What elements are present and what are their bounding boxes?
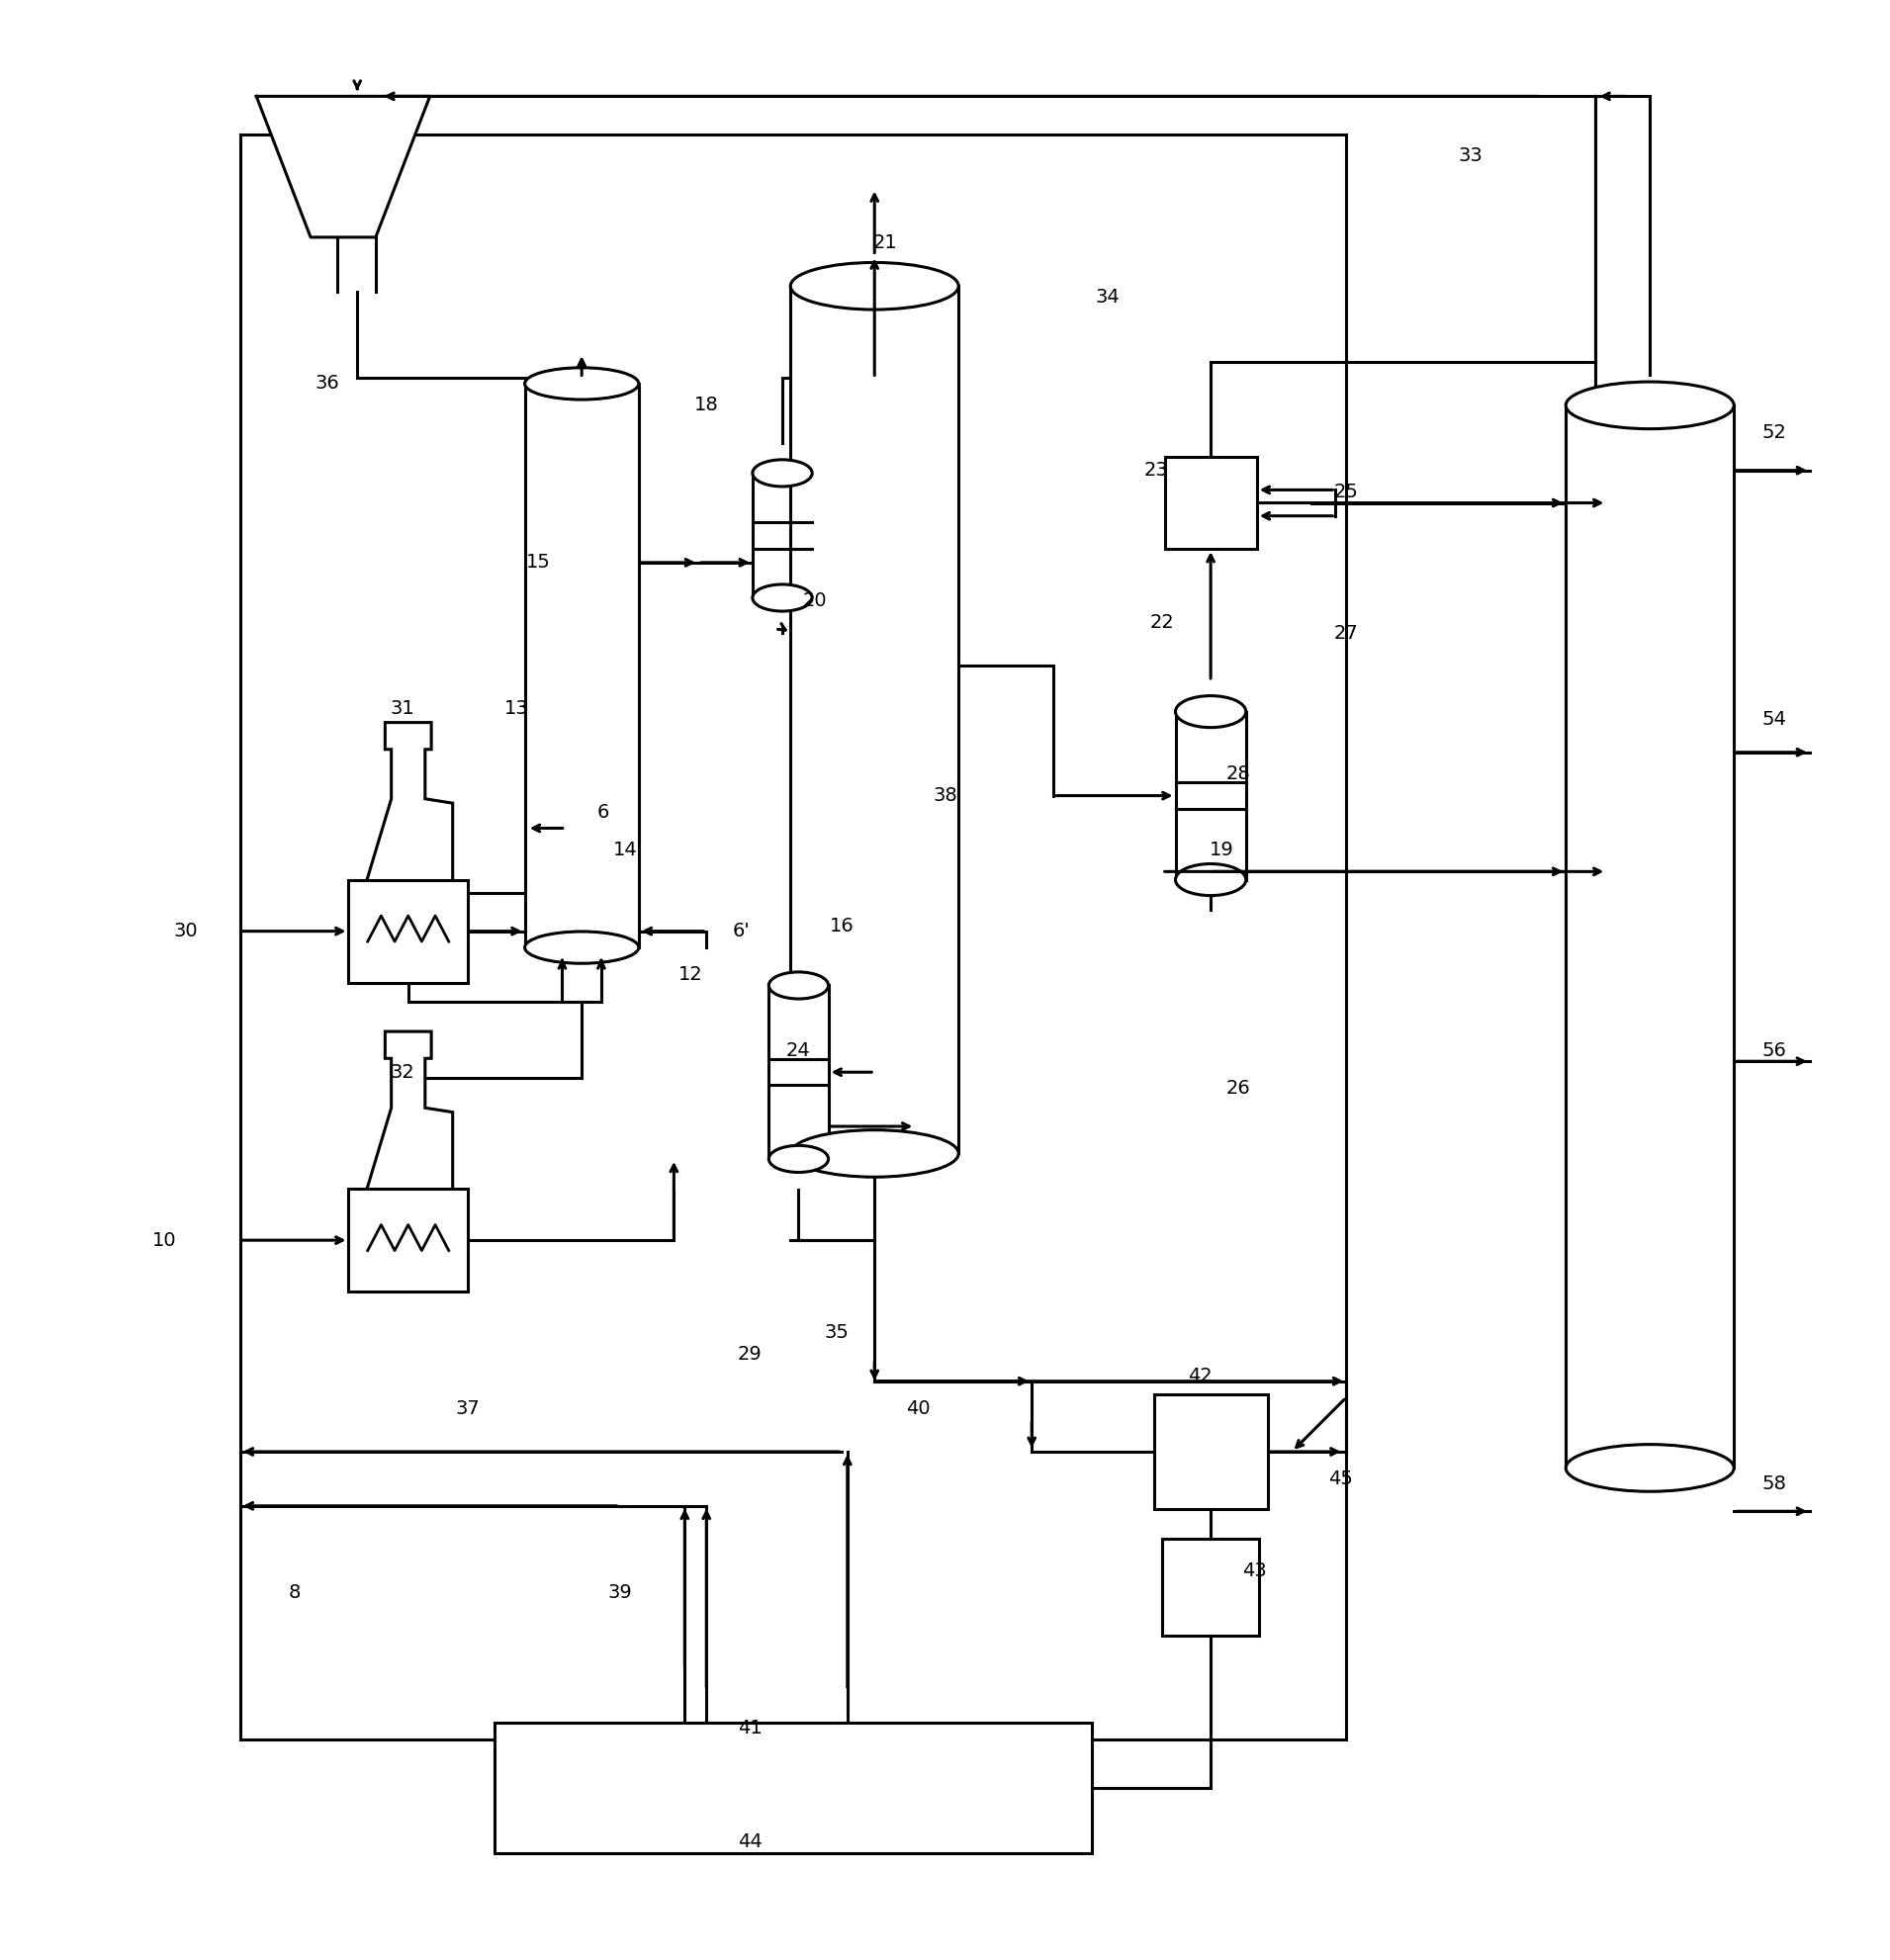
Text: 42: 42 xyxy=(1187,1366,1211,1386)
Text: 19: 19 xyxy=(1210,841,1234,858)
Ellipse shape xyxy=(525,931,639,964)
Text: 18: 18 xyxy=(694,396,718,416)
Text: 21: 21 xyxy=(873,233,898,253)
Text: 15: 15 xyxy=(525,553,550,572)
Ellipse shape xyxy=(1176,696,1246,727)
Text: 12: 12 xyxy=(679,964,703,984)
Bar xyxy=(1162,1539,1259,1637)
Text: 52: 52 xyxy=(1761,423,1786,441)
Text: 8: 8 xyxy=(287,1584,301,1601)
Text: 6: 6 xyxy=(597,802,609,821)
Text: 44: 44 xyxy=(737,1833,762,1852)
Text: 38: 38 xyxy=(934,786,956,806)
Ellipse shape xyxy=(769,1145,828,1172)
Polygon shape xyxy=(363,1031,454,1200)
Text: 33: 33 xyxy=(1459,147,1484,165)
Text: 45: 45 xyxy=(1329,1470,1353,1488)
Text: 10: 10 xyxy=(151,1231,176,1250)
Ellipse shape xyxy=(769,972,828,1000)
Polygon shape xyxy=(363,723,454,890)
Text: 6': 6' xyxy=(731,921,750,941)
Text: 16: 16 xyxy=(830,917,854,935)
Bar xyxy=(1176,711,1246,880)
Ellipse shape xyxy=(790,1131,958,1178)
Text: 28: 28 xyxy=(1225,764,1249,784)
Text: 13: 13 xyxy=(505,700,529,717)
Text: 39: 39 xyxy=(607,1584,631,1601)
Text: 27: 27 xyxy=(1334,623,1359,643)
Bar xyxy=(752,472,813,598)
Text: 43: 43 xyxy=(1242,1562,1266,1580)
Bar xyxy=(1565,406,1733,1468)
Ellipse shape xyxy=(1565,1445,1733,1492)
Text: 26: 26 xyxy=(1225,1080,1249,1098)
Text: 24: 24 xyxy=(786,1041,811,1060)
Text: 37: 37 xyxy=(455,1399,480,1417)
Text: 40: 40 xyxy=(905,1399,930,1417)
Polygon shape xyxy=(257,96,429,237)
Text: 20: 20 xyxy=(803,592,828,610)
Bar xyxy=(1164,457,1257,549)
Text: 25: 25 xyxy=(1334,482,1359,502)
Bar xyxy=(790,286,958,1154)
Bar xyxy=(495,1723,1091,1852)
Ellipse shape xyxy=(1565,382,1733,429)
Text: 30: 30 xyxy=(174,921,198,941)
Bar xyxy=(769,986,828,1158)
Bar xyxy=(525,384,639,947)
Text: 56: 56 xyxy=(1761,1041,1786,1060)
Ellipse shape xyxy=(752,584,813,612)
Text: 23: 23 xyxy=(1143,461,1168,480)
Text: 31: 31 xyxy=(391,700,416,717)
Text: 58: 58 xyxy=(1761,1474,1786,1494)
Ellipse shape xyxy=(752,461,813,486)
Text: 36: 36 xyxy=(314,374,338,394)
Bar xyxy=(1153,1396,1268,1509)
Text: 22: 22 xyxy=(1149,613,1174,631)
Text: 41: 41 xyxy=(737,1719,762,1739)
Text: 29: 29 xyxy=(737,1345,762,1364)
Ellipse shape xyxy=(790,263,958,310)
Ellipse shape xyxy=(1176,864,1246,896)
Text: 32: 32 xyxy=(391,1062,416,1082)
Text: 14: 14 xyxy=(612,841,637,858)
Bar xyxy=(348,880,469,982)
Text: 54: 54 xyxy=(1761,710,1786,729)
Bar xyxy=(348,1188,469,1292)
Ellipse shape xyxy=(525,368,639,400)
Text: 35: 35 xyxy=(824,1323,849,1343)
Text: 34: 34 xyxy=(1096,288,1121,306)
